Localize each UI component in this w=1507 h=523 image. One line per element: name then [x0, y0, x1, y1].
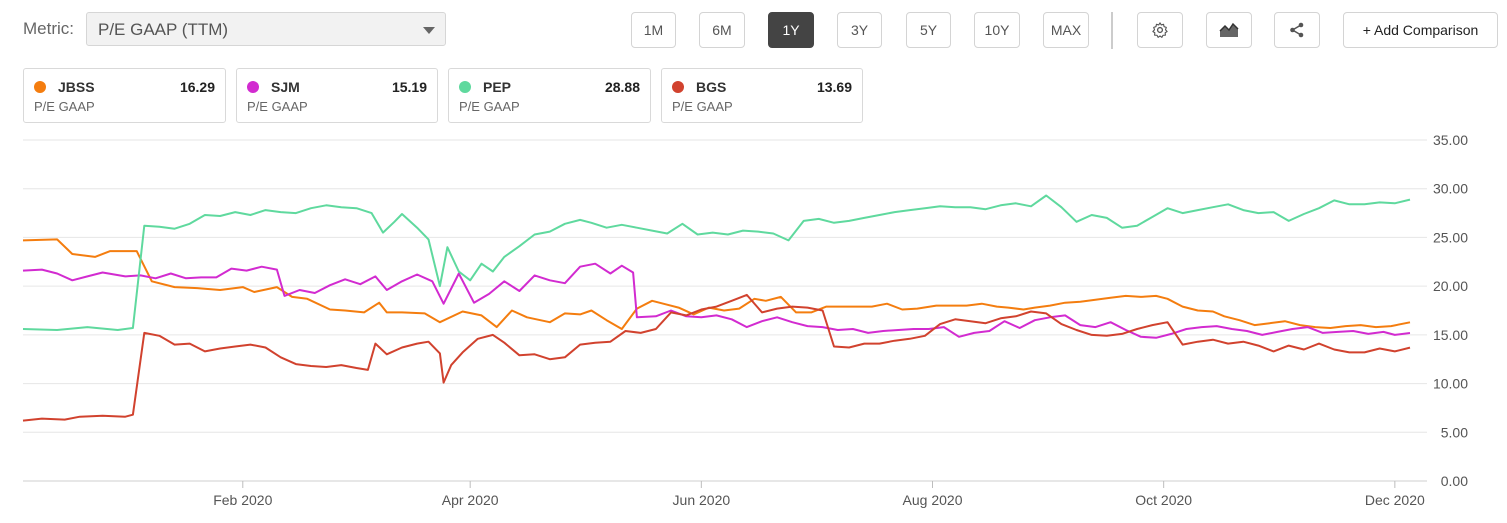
- legend-card-sjm[interactable]: SJM 15.19 P/E GAAP: [236, 68, 438, 123]
- range-3y-button[interactable]: 3Y: [837, 12, 882, 48]
- metric-label: Metric:: [23, 19, 74, 38]
- settings-button[interactable]: [1137, 12, 1183, 48]
- legend-card-bgs[interactable]: BGS 13.69 P/E GAAP: [661, 68, 863, 123]
- series-line-bgs[interactable]: [22, 293, 1411, 422]
- y-tick-label: 5.00: [1441, 424, 1468, 440]
- chart-series: [22, 194, 1411, 422]
- share-button[interactable]: [1274, 12, 1320, 48]
- x-axis: Feb 2020 Apr 2020 Jun 2020 Aug 2020 Oct 2020…: [23, 480, 1425, 508]
- range-1y-button[interactable]: 1Y: [768, 12, 814, 48]
- range-1m-button[interactable]: 1M: [631, 12, 676, 48]
- y-tick-label: 20.00: [1433, 278, 1468, 294]
- chevron-down-icon: [423, 27, 435, 34]
- y-tick-label: 30.00: [1433, 181, 1468, 197]
- series-color-dot: [247, 81, 259, 93]
- legend-value: 13.69: [816, 79, 852, 95]
- legend-ticker: PEP: [483, 79, 512, 95]
- legend-ticker: BGS: [696, 79, 727, 95]
- area-chart-icon: [1219, 22, 1239, 37]
- legend-metric: P/E GAAP: [34, 99, 95, 114]
- range-10y-button[interactable]: 10Y: [974, 12, 1020, 48]
- metric-select[interactable]: P/E GAAP (TTM): [86, 12, 446, 46]
- chart-type-button[interactable]: [1206, 12, 1252, 48]
- toolbar-divider: [1111, 12, 1113, 49]
- legend-value: 16.29: [179, 79, 215, 95]
- y-axis-labels: 35.00 30.00 25.00 20.00 15.00 10.00 5.00 0.00: [1433, 132, 1468, 489]
- y-tick-label: 35.00: [1433, 132, 1468, 148]
- y-tick-label: 15.00: [1433, 327, 1468, 343]
- share-icon: [1290, 22, 1304, 38]
- legend-ticker: JBSS: [58, 79, 95, 95]
- y-tick-label: 10.00: [1433, 376, 1468, 392]
- x-tick-label: Feb 2020: [213, 492, 272, 508]
- range-5y-button[interactable]: 5Y: [906, 12, 951, 48]
- y-tick-label: 25.00: [1433, 229, 1468, 245]
- x-tick-label: Oct 2020: [1135, 492, 1192, 508]
- legend-metric: P/E GAAP: [247, 99, 308, 114]
- y-tick-label: 0.00: [1441, 473, 1468, 489]
- legend-value: 15.19: [391, 79, 427, 95]
- legend-metric: P/E GAAP: [672, 99, 733, 114]
- gear-icon: [1152, 22, 1168, 38]
- series-line-sjm[interactable]: [22, 262, 1411, 339]
- add-comparison-button[interactable]: + Add Comparison: [1343, 12, 1498, 48]
- legend-card-jbss[interactable]: JBSS 16.29 P/E GAAP: [23, 68, 226, 123]
- x-tick-label: Jun 2020: [673, 492, 731, 508]
- range-max-button[interactable]: MAX: [1043, 12, 1089, 48]
- legend-card-pep[interactable]: PEP 28.88 P/E GAAP: [448, 68, 651, 123]
- series-color-dot: [459, 81, 471, 93]
- x-tick-label: Aug 2020: [903, 492, 963, 508]
- x-tick-label: Dec 2020: [1365, 492, 1425, 508]
- series-color-dot: [34, 81, 46, 93]
- x-tick-label: Apr 2020: [442, 492, 499, 508]
- legend-metric: P/E GAAP: [459, 99, 520, 114]
- series-line-jbss[interactable]: [22, 238, 1411, 330]
- metric-select-value: P/E GAAP (TTM): [98, 20, 229, 39]
- range-6m-button[interactable]: 6M: [699, 12, 745, 48]
- series-color-dot: [672, 81, 684, 93]
- series-line-pep[interactable]: [22, 194, 1411, 331]
- legend-value: 28.88: [604, 79, 640, 95]
- legend-ticker: SJM: [271, 79, 300, 95]
